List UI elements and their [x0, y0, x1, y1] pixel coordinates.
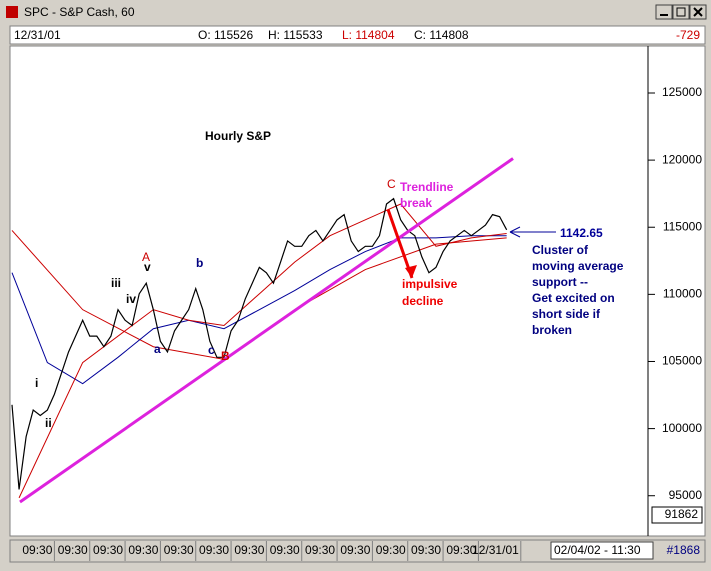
annotation: broken [532, 323, 572, 337]
x-tick-label: 09:30 [411, 543, 441, 557]
trendline [19, 157, 514, 504]
y-tick-label: 100000 [662, 421, 702, 435]
annotation: iii [111, 276, 121, 290]
bar-count: #1868 [667, 543, 701, 557]
moving-average [11, 235, 507, 385]
annotation: decline [402, 294, 444, 308]
x-tick-label: 09:30 [270, 543, 300, 557]
x-tick-label: 12/31/01 [472, 543, 519, 557]
y-tick-label: 125000 [662, 85, 702, 99]
y-tick-label: 95000 [669, 488, 703, 502]
x-tick-label: 09:30 [58, 543, 88, 557]
info-date: 12/31/01 [14, 28, 61, 42]
low-box-label: 91862 [665, 507, 699, 521]
x-tick-label: 09:30 [234, 543, 264, 557]
cursor-box [550, 541, 654, 560]
annotation: short side if [532, 307, 601, 321]
annotation: Trendline [400, 180, 454, 194]
annotation: support -- [532, 275, 588, 289]
annotation: b [196, 256, 203, 270]
y-tick-label: 115000 [663, 219, 702, 233]
annotation: a [154, 342, 161, 356]
annotation: c [208, 343, 215, 357]
title-bar [0, 0, 711, 24]
x-tick-label: 09:30 [199, 543, 229, 557]
annotation: impulsive [402, 277, 458, 291]
annotation: Cluster of [532, 243, 589, 257]
annotation: i [35, 376, 38, 390]
price-line [11, 197, 508, 490]
trendline [386, 208, 414, 279]
app-icon [6, 6, 18, 18]
arrow-head [404, 264, 417, 278]
x-tick-label: 09:30 [376, 543, 406, 557]
annotation: moving average [532, 259, 624, 273]
x-tick-label: 09:30 [22, 543, 52, 557]
info-close: C: 114808 [414, 28, 469, 42]
annotation: iv [126, 292, 136, 306]
info-low: L: 114804 [342, 28, 395, 42]
x-tick-label: 09:30 [446, 543, 476, 557]
low-box [651, 506, 703, 524]
info-open: O: 115526 [198, 28, 253, 42]
annotation: Hourly S&P [205, 129, 271, 143]
info-bar [9, 25, 706, 45]
time-bar [9, 539, 706, 563]
maximize-glyph [676, 7, 686, 17]
info-high: H: 115533 [268, 28, 323, 42]
annotation: ii [45, 416, 52, 430]
annotation: break [400, 196, 432, 210]
annotation: B [221, 349, 230, 363]
cursor-time: 02/04/02 - 11:30 [554, 543, 641, 557]
annotation: Get excited on [532, 291, 615, 305]
x-tick-label: 09:30 [305, 543, 335, 557]
info-change: -729 [676, 28, 700, 42]
close-glyph [693, 7, 703, 17]
annotation: v [144, 260, 151, 274]
plot-area [9, 45, 706, 537]
maximize-button[interactable] [672, 4, 690, 20]
annotation: C [387, 177, 396, 191]
x-tick-label: 09:30 [128, 543, 158, 557]
annotation: 1142.65 [560, 226, 603, 240]
annotation: A [142, 250, 150, 264]
window-buttons[interactable] [655, 4, 707, 20]
pointer-head [509, 226, 521, 238]
y-tick-label: 120000 [662, 152, 702, 166]
x-tick-label: 09:30 [93, 543, 123, 557]
minimize-button[interactable] [655, 4, 673, 20]
y-tick-label: 110000 [663, 287, 702, 301]
x-tick-label: 09:30 [164, 543, 194, 557]
y-tick-label: 105000 [662, 354, 702, 368]
x-tick-label: 09:30 [340, 543, 370, 557]
window-title: SPC - S&P Cash, 60 [24, 5, 135, 19]
